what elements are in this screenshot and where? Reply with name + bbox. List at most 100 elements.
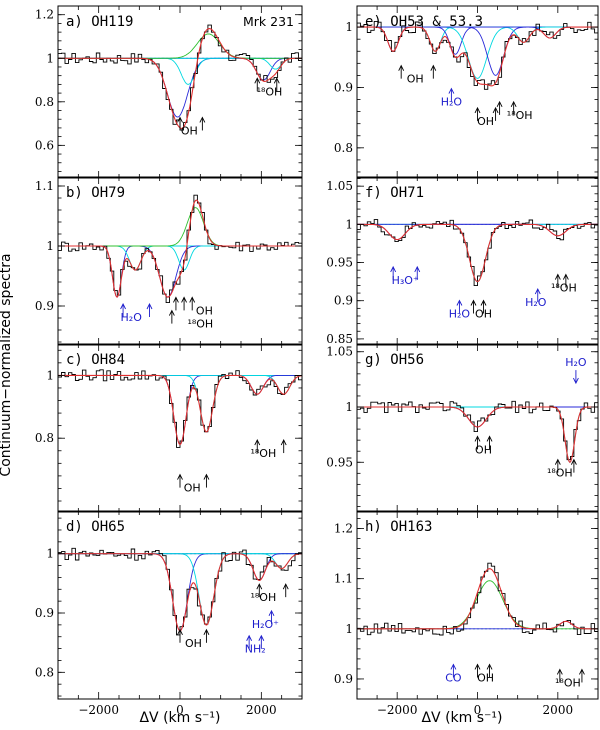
emission-component-curve [58,33,302,59]
panel-frame [57,176,303,346]
annotation-arrowhead [273,77,280,84]
annotation-arrowhead [268,609,275,617]
component-curve-1 [58,374,302,446]
annotation-arrowhead [450,663,457,670]
x-tick-label: −2000 [377,703,418,717]
panel-label: a) OH119 [66,14,133,30]
y-tick-label: 1 [46,368,54,382]
line-annotation: NH₂ [245,643,266,656]
emission-component-curve [357,580,598,630]
panel-frame [57,510,303,700]
y-tick-label: 1 [46,51,54,65]
panel-d: −2000 0 2000 0.8 0.9 1 d) OH65 OH ¹⁸OH H₂O⁺ NH₂ [35,510,303,717]
total-model-curve [58,374,302,446]
y-tick-label: 0.8 [334,141,353,155]
observed-spectrum [58,369,302,448]
annotation-arrowhead [510,100,517,108]
annotation-arrowhead [474,663,481,670]
line-annotation: ¹⁸OH [555,676,581,689]
panel-a: 0.6 0.8 1 1.2 a) OH119 Mrk 231 OH ¹⁸OH [35,5,303,179]
component-curve-4 [58,374,302,395]
annotation-arrowhead [556,668,563,675]
panel-e: 0.8 0.9 1 e) OH53 & 53.3 OH H₂O OH ¹⁸OH [334,5,599,179]
annotation-arrowhead [480,299,487,306]
line-annotation: H₂O⁺ [252,618,279,631]
panel-label: g) OH56 [365,352,424,368]
annotation-arrowhead [254,77,261,84]
y-tick-label: 1.2 [334,522,353,536]
annotation-arrowhead [177,473,183,480]
annotation-arrowhead [189,296,196,303]
annotation-arrowhead [448,87,455,94]
total-model-curve [357,26,598,87]
annotation-arrowhead [573,377,579,385]
observed-spectrum [357,562,598,636]
y-tick-label: 0.8 [35,431,54,445]
line-annotation: ¹⁸OH [250,447,276,460]
annotation-arrowhead [534,288,541,295]
y-axis-title: Continuum−normalized spectra [0,253,14,476]
panel-frame [356,5,599,179]
panel-h: −2000 0 2000 0.9 1 1.1 1.2 h) OH163 CO OH ¹⁸OH [334,510,599,717]
line-annotation: H₂O [121,311,143,324]
annotation-arrowhead [496,100,503,108]
annotation-arrowhead [486,435,493,442]
annotation-arrowhead [181,296,187,303]
annotation-arrowhead [280,439,287,446]
y-tick-label: 0.8 [35,665,54,679]
x-axis-title-right: ΔV (km s⁻¹) [421,710,502,726]
line-annotation: OH [477,115,494,128]
annotation-arrowhead [456,299,463,306]
panel-label: e) OH53 & 53.3 [365,14,483,30]
y-tick-label: 0.8 [35,95,54,109]
annotation-arrowhead [177,628,183,636]
annotation-arrowhead [398,64,405,71]
annotation-arrowhead [579,668,585,675]
annotation-arrowhead [390,265,397,273]
annotation-arrowhead [246,634,253,641]
line-annotation: ¹⁸OH [551,282,577,295]
y-tick-label: 1 [345,622,353,636]
y-tick-label: 0.9 [35,606,54,620]
component-curve-3 [58,553,302,581]
annotation-arrowhead [258,634,265,641]
panel-c: 0.8 1 c) OH84 OH ¹⁸OH [35,343,303,513]
line-annotation: ¹⁸OH [507,109,533,122]
panel-label: d) OH65 [66,519,125,535]
y-tick-label: 1 [46,547,54,561]
y-tick-label: 1.05 [326,179,353,193]
annotation-arrowhead [168,309,175,316]
x-tick-label: −2000 [78,703,119,717]
line-annotation: OH [407,73,424,86]
component-curve-3 [58,57,302,81]
panel-label: c) OH84 [66,352,125,368]
emission-component-curve [58,207,302,247]
line-annotation: ¹⁸OH [187,318,213,331]
total-model-curve [357,568,598,630]
annotation-arrowhead [177,116,183,123]
x-tick-label: 2000 [543,703,574,717]
x-tick-label: 0 [474,703,482,717]
annotation-arrowhead [414,265,421,273]
total-model-curve [58,199,302,298]
y-tick-label: 0.6 [35,138,54,152]
component-curve-4 [58,57,302,70]
y-tick-label: 0.85 [326,332,353,346]
annotation-arrowhead [562,273,569,280]
annotation-arrowhead [474,106,481,114]
observed-spectrum [357,400,598,461]
x-axis-title-left: ΔV (km s⁻¹) [139,710,220,726]
galaxy-label: Mrk 231 [243,14,294,29]
line-annotation: OH [196,304,213,317]
annotation-arrowhead [146,302,153,310]
y-tick-label: 1.1 [35,179,54,193]
line-annotation: OH [475,443,492,456]
component-curve-2 [58,553,302,626]
annotation-arrowhead [199,116,206,123]
line-annotation: H₂O [449,308,471,321]
annotation-arrowhead [254,439,261,446]
line-annotation: ¹⁸OH [257,85,283,98]
